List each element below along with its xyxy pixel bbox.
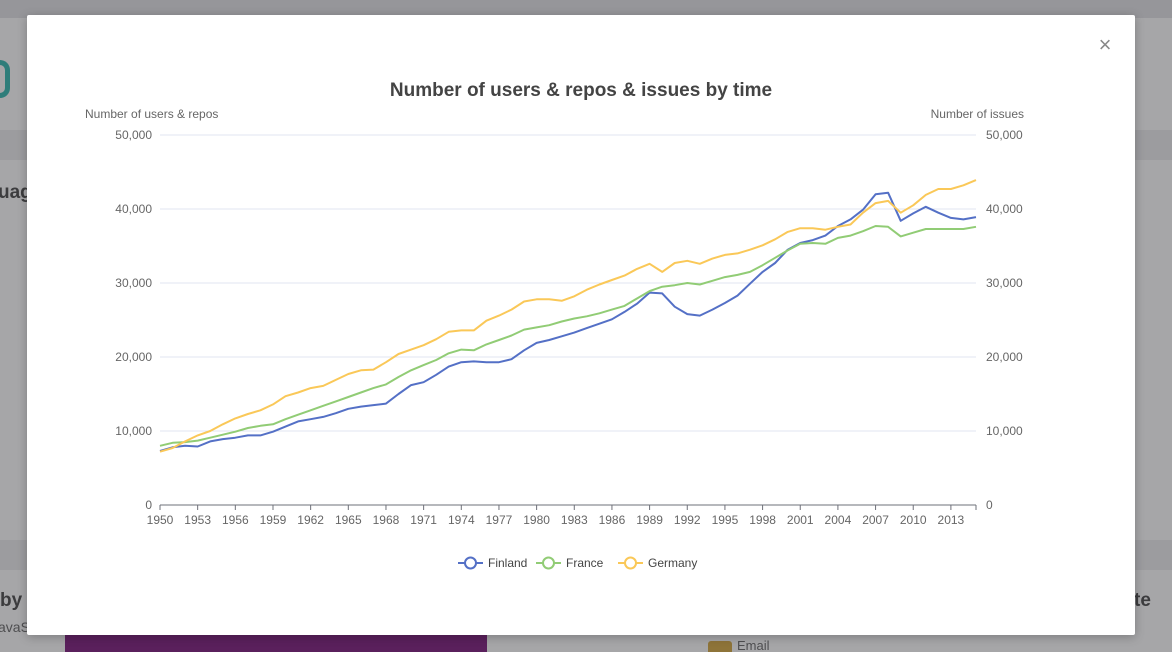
series-line-finland — [159, 191, 977, 452]
x-tick-label: 1980 — [523, 513, 550, 527]
close-button[interactable]: × — [1093, 33, 1117, 57]
y-right-tick-label: 30,000 — [986, 276, 1023, 290]
y-right-tick-label: 40,000 — [986, 202, 1023, 216]
x-tick-label: 1971 — [410, 513, 437, 527]
x-tick-label: 1965 — [335, 513, 362, 527]
y-right-tick-label: 20,000 — [986, 350, 1023, 364]
legend-label: France — [566, 556, 604, 570]
legend-marker — [464, 556, 477, 570]
x-tick-label: 2013 — [938, 513, 965, 527]
legend-label: Finland — [488, 556, 527, 570]
y-right-tick-label: 50,000 — [986, 128, 1023, 142]
background-heading: by — [0, 590, 23, 611]
background-heading: uag — [0, 182, 32, 203]
legend-item-france: France — [536, 556, 604, 570]
series-line-germany — [159, 179, 977, 453]
y-right-tick-label: 10,000 — [986, 424, 1023, 438]
legend-label: Germany — [648, 556, 697, 570]
y-right-tick-label: 0 — [986, 498, 993, 512]
legend-marker — [542, 556, 555, 570]
series-line-france — [159, 225, 977, 447]
x-tick-label: 1956 — [222, 513, 249, 527]
y-left-tick-label: 0 — [145, 498, 152, 512]
x-tick-label: 2001 — [787, 513, 814, 527]
x-tick-label: 1974 — [448, 513, 475, 527]
y-left-tick-label: 20,000 — [115, 350, 152, 364]
legend-marker — [624, 556, 637, 570]
y-left-tick-label: 50,000 — [115, 128, 152, 142]
y-left-tick-label: 30,000 — [115, 276, 152, 290]
background-bar — [65, 632, 487, 652]
chart-modal: × Number of users & repos & issues by ti… — [27, 15, 1135, 635]
x-tick-label: 1992 — [674, 513, 701, 527]
x-tick-label: 1989 — [636, 513, 663, 527]
x-tick-label: 1968 — [373, 513, 400, 527]
chart-title: Number of users & repos & issues by time — [390, 80, 772, 101]
x-tick-label: 1959 — [260, 513, 287, 527]
background-logo — [0, 60, 10, 98]
line-chart: Number of users & repos & issues by time… — [85, 80, 1024, 570]
background-top-bar — [0, 0, 1172, 18]
x-tick-label: 1962 — [297, 513, 324, 527]
x-tick-label: 1977 — [486, 513, 513, 527]
background-legend-swatch — [708, 641, 732, 652]
x-tick-label: 1998 — [749, 513, 776, 527]
x-tick-label: 1995 — [712, 513, 739, 527]
background-subtext: avaS — [0, 619, 30, 635]
x-tick-label: 2010 — [900, 513, 927, 527]
y-left-tick-label: 10,000 — [115, 424, 152, 438]
x-tick-label: 1950 — [147, 513, 174, 527]
y-axis-right-label: Number of issues — [931, 107, 1024, 121]
close-icon[interactable]: × — [1098, 32, 1112, 57]
x-tick-label: 2007 — [862, 513, 889, 527]
legend-item-finland: Finland — [458, 556, 527, 570]
y-left-tick-label: 40,000 — [115, 202, 152, 216]
legend-item-germany: Germany — [618, 556, 697, 570]
x-tick-label: 1983 — [561, 513, 588, 527]
x-tick-label: 1986 — [599, 513, 626, 527]
x-tick-label: 2004 — [825, 513, 852, 527]
x-tick-label: 1953 — [184, 513, 211, 527]
background-legend-label: Email — [737, 638, 770, 652]
background-heading: te — [1134, 590, 1151, 611]
y-axis-left-label: Number of users & repos — [85, 107, 218, 121]
